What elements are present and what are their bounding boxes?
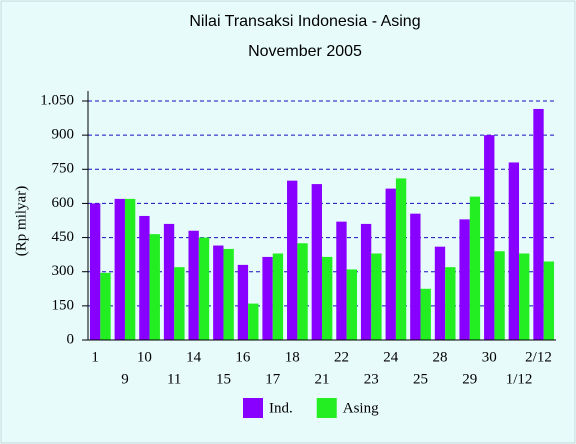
bar <box>410 213 421 340</box>
bar <box>149 234 160 340</box>
x-tick-label: 30 <box>482 349 497 365</box>
legend-label: Ind. <box>269 400 293 416</box>
bar <box>445 267 456 340</box>
bar <box>89 203 101 340</box>
bar <box>395 178 407 340</box>
bar <box>100 272 111 340</box>
x-tick-label: 9 <box>121 371 129 387</box>
y-tick-label: 1.050 <box>40 92 74 108</box>
bar <box>346 269 357 340</box>
x-tick-label: 18 <box>285 349 300 365</box>
bar <box>469 196 481 340</box>
bar <box>213 245 224 340</box>
bar <box>484 135 495 340</box>
y-tick-label: 150 <box>52 297 75 313</box>
x-tick-label: 16 <box>235 349 251 365</box>
bar <box>114 198 125 340</box>
bar <box>198 237 210 340</box>
x-tick-label: 22 <box>334 349 349 365</box>
x-tick-label: 25 <box>413 371 428 387</box>
y-tick-label: 750 <box>52 161 75 177</box>
bar <box>124 198 136 340</box>
x-tick-label: 15 <box>216 371 231 387</box>
x-tick-label: 11 <box>167 371 181 387</box>
bar <box>322 256 333 340</box>
bar <box>533 108 544 340</box>
x-tick-label: 10 <box>137 349 152 365</box>
bar <box>287 180 298 340</box>
x-tick-label: 2/12 <box>525 349 552 365</box>
bar <box>385 188 396 340</box>
y-tick-label: 600 <box>52 195 75 211</box>
y-tick-label: 900 <box>52 127 75 143</box>
bar <box>519 253 530 340</box>
bar <box>188 230 199 340</box>
legend-label: Asing <box>343 400 379 416</box>
bar <box>248 303 259 340</box>
x-tick-label: 14 <box>186 349 202 365</box>
legend-swatch <box>316 398 337 418</box>
y-tick-label: 450 <box>52 229 75 245</box>
chart-title: Nilai Transaksi Indonesia - Asing <box>189 13 420 30</box>
y-tick-label: 300 <box>52 263 75 279</box>
chart-subtitle: November 2005 <box>248 43 362 60</box>
bar <box>336 221 347 340</box>
bar <box>223 248 234 340</box>
bar <box>459 219 470 340</box>
x-tick-label: 21 <box>315 371 330 387</box>
bar <box>272 253 284 340</box>
y-tick-label: 0 <box>67 331 75 347</box>
bar <box>163 223 175 340</box>
y-axis-label: (Rp milyar) <box>13 186 29 256</box>
bar <box>543 261 555 340</box>
x-tick-label: 28 <box>432 349 447 365</box>
bar <box>508 162 520 340</box>
bar <box>494 251 505 340</box>
bar <box>262 256 273 340</box>
x-tick-label: 17 <box>265 371 281 387</box>
bar <box>360 223 372 340</box>
bar <box>297 243 308 340</box>
bar <box>311 184 322 340</box>
bar <box>371 253 382 340</box>
bar <box>434 246 446 340</box>
x-tick-label: 1 <box>91 349 99 365</box>
x-tick-label: 24 <box>383 349 399 365</box>
bar <box>174 267 185 340</box>
x-tick-label: 1/12 <box>506 371 533 387</box>
bar <box>139 215 150 340</box>
bar <box>237 264 249 340</box>
legend-swatch <box>243 398 263 418</box>
x-tick-label: 29 <box>462 371 477 387</box>
x-tick-label: 23 <box>364 371 379 387</box>
bar <box>420 288 431 340</box>
